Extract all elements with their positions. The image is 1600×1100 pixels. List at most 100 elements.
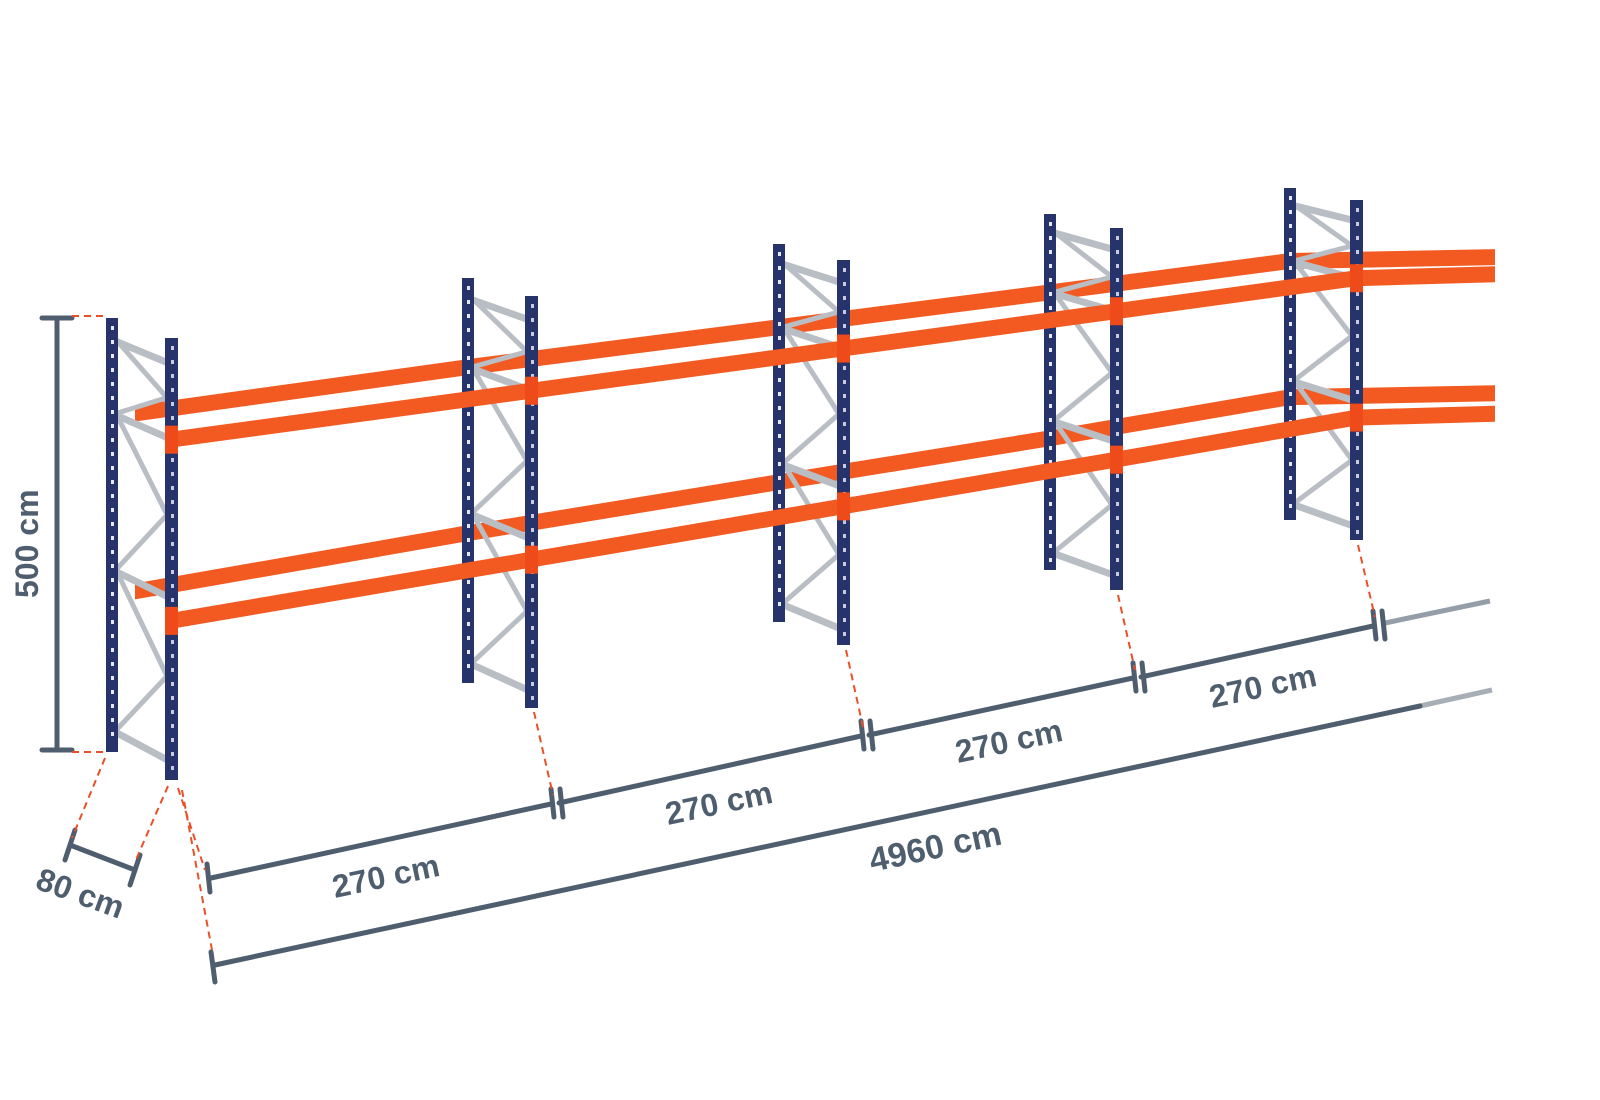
- upright-hole: [111, 578, 114, 582]
- upright-hole: [171, 640, 174, 644]
- upright-hole: [1289, 252, 1292, 256]
- upright-hole: [778, 266, 781, 270]
- upright-hole: [171, 458, 174, 462]
- upright-hole: [843, 562, 846, 566]
- upright-hole: [1356, 292, 1359, 296]
- depth-tick: [62, 827, 78, 863]
- upright-hole: [1356, 516, 1359, 520]
- upright-hole: [1116, 474, 1119, 478]
- diagonal-brace: [1293, 243, 1353, 264]
- diagonal-brace: [1051, 290, 1115, 375]
- upright-hole: [1049, 306, 1052, 310]
- guide-dash-line: [533, 711, 554, 796]
- guide-dash-line: [1357, 544, 1376, 618]
- upright-hole: [1289, 322, 1292, 326]
- diagonal-brace: [114, 338, 169, 400]
- total-length-continuation: [1419, 687, 1493, 709]
- upright-hole: [531, 584, 534, 588]
- upright-hole: [843, 548, 846, 552]
- upright-hole: [1289, 462, 1292, 466]
- upright-hole: [843, 394, 846, 398]
- upright-hole: [1049, 278, 1052, 282]
- upright-hole: [843, 520, 846, 524]
- upright-hole: [843, 464, 846, 468]
- upright-hole: [111, 690, 114, 694]
- upright-hole: [1049, 446, 1052, 450]
- upright-hole: [778, 532, 781, 536]
- bay-tick: [1379, 608, 1388, 642]
- upright-hole: [1289, 504, 1292, 508]
- upright-hole: [171, 486, 174, 490]
- upright-hole: [531, 346, 534, 350]
- diagonal-brace: [471, 349, 528, 370]
- upright-hole: [843, 282, 846, 286]
- upright-hole: [1116, 278, 1119, 282]
- upright-hole: [467, 510, 470, 514]
- horizontal-brace: [110, 410, 173, 443]
- upright-hole: [1289, 392, 1292, 396]
- upright-hole: [1356, 474, 1359, 478]
- upright-hole: [111, 620, 114, 624]
- upright-hole: [1289, 448, 1292, 452]
- depth-label: 80 cm: [32, 861, 130, 926]
- upright-hole: [467, 468, 470, 472]
- upright-hole: [1289, 406, 1292, 410]
- upright-hole: [843, 604, 846, 608]
- upright-hole: [1049, 236, 1052, 240]
- upright-hole: [531, 500, 534, 504]
- upright-hole: [111, 564, 114, 568]
- upright-hole: [1049, 502, 1052, 506]
- upright-hole: [1116, 530, 1119, 534]
- beam-connector: [1350, 264, 1363, 293]
- dimension-lines: [39, 315, 1493, 985]
- upright-hole: [778, 546, 781, 550]
- upright-hole: [1116, 404, 1119, 408]
- upright-hole: [1356, 390, 1359, 394]
- upright-hole: [171, 724, 174, 728]
- upright-hole: [467, 650, 470, 654]
- upright-hole: [531, 626, 534, 630]
- upright-hole: [171, 500, 174, 504]
- diagonal-brace: [113, 568, 170, 678]
- upright-hole: [843, 436, 846, 440]
- upright-hole: [531, 360, 534, 364]
- upright-hole: [467, 538, 470, 542]
- upright-hole: [778, 336, 781, 340]
- upright-hole: [467, 552, 470, 556]
- upright-hole: [843, 268, 846, 272]
- upright-hole: [1116, 418, 1119, 422]
- upright-hole: [531, 598, 534, 602]
- diagonal-brace: [781, 412, 841, 466]
- upright-hole: [467, 328, 470, 332]
- upright-hole: [1289, 266, 1292, 270]
- upright-hole: [171, 668, 174, 672]
- upright-hole: [467, 664, 470, 668]
- upright-hole: [467, 300, 470, 304]
- upright-hole: [111, 550, 114, 554]
- upright-hole: [778, 448, 781, 452]
- upright-hole: [1116, 558, 1119, 562]
- lower-front-beam: [171, 405, 1495, 629]
- upright-hole: [111, 382, 114, 386]
- upright-hole: [531, 528, 534, 532]
- beam-connector: [1110, 445, 1123, 474]
- diagonal-brace: [1292, 202, 1354, 248]
- horizontal-brace: [1048, 417, 1118, 446]
- bay-tick: [204, 861, 213, 895]
- diagonal-brace: [1052, 370, 1114, 423]
- upright-hole: [778, 308, 781, 312]
- upright-hole: [171, 654, 174, 658]
- diagonal-brace: [470, 296, 529, 354]
- upright-hole: [171, 696, 174, 700]
- upright-hole: [843, 590, 846, 594]
- upright-hole: [778, 294, 781, 298]
- bay-label-1: 270 cm: [329, 847, 443, 905]
- upright-hole: [843, 296, 846, 300]
- upright-hole: [531, 444, 534, 448]
- horizontal-brace: [110, 727, 173, 765]
- upright-hole: [111, 396, 114, 400]
- beam-connector: [165, 425, 178, 454]
- upright-hole: [1289, 308, 1292, 312]
- diagonal-brace: [1052, 229, 1114, 279]
- guide-dash-line: [177, 787, 206, 871]
